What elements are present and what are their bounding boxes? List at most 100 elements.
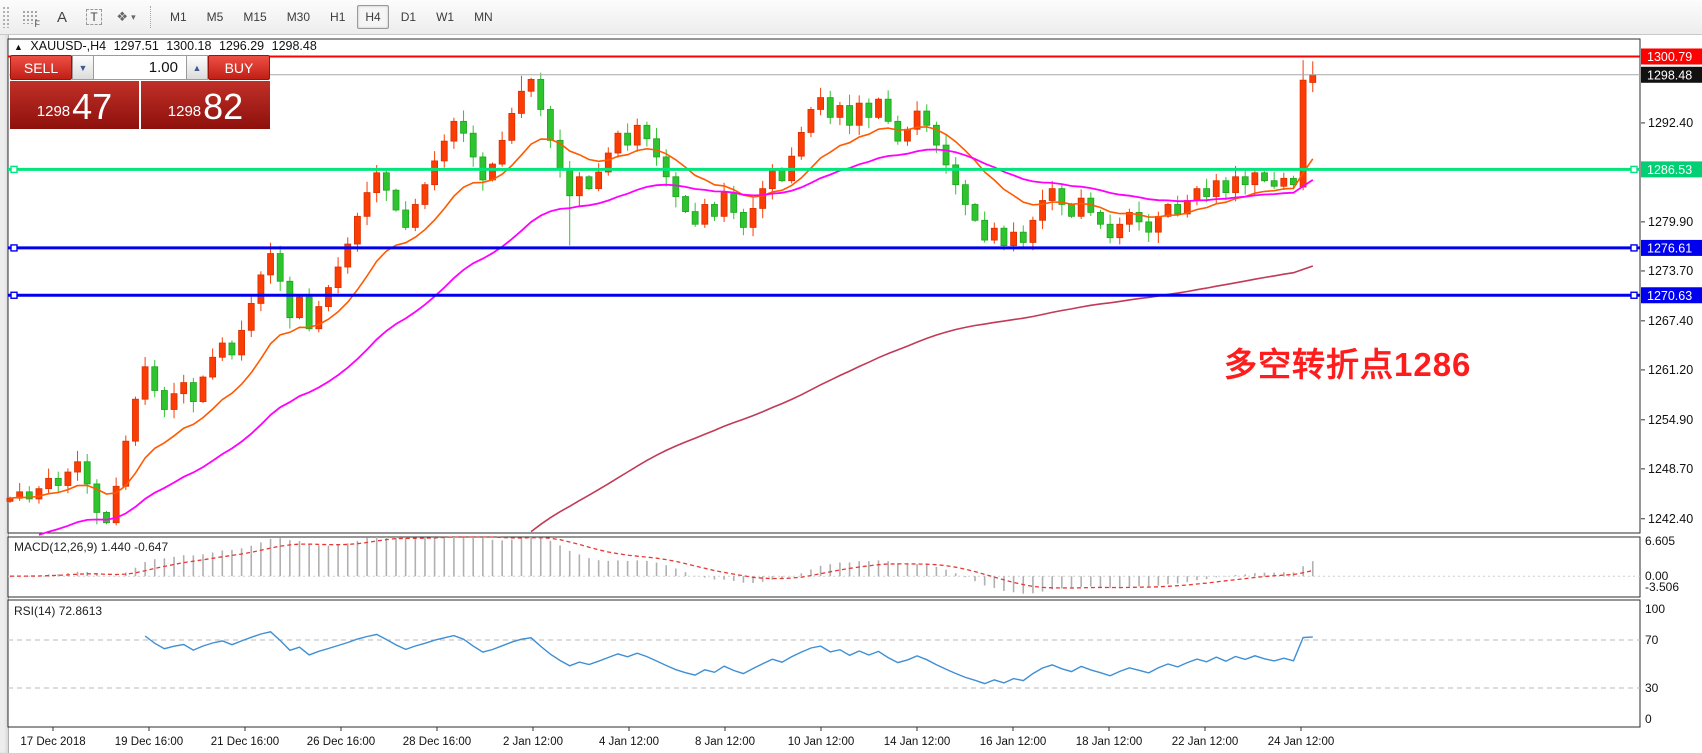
candle-body <box>1203 188 1210 197</box>
time-tick-label: 4 Jan 12:00 <box>599 736 659 748</box>
candle-body <box>334 266 342 288</box>
candle-body <box>923 110 931 126</box>
candle-body <box>1097 211 1104 225</box>
objects-icon[interactable]: ❖ ▾ <box>116 9 136 24</box>
candle-body <box>566 168 574 197</box>
volume-input[interactable]: 1.00 <box>94 55 186 80</box>
candle-body <box>913 110 921 130</box>
line-handle[interactable] <box>10 291 18 299</box>
candle-body <box>1116 223 1124 239</box>
chart-annotation[interactable]: 多空转折点1286 <box>1224 346 1472 383</box>
price-tick-label: 1292.40 <box>1648 116 1693 130</box>
time-tick-label: 16 Jan 12:00 <box>980 736 1047 748</box>
price-tick-label: 1248.70 <box>1648 462 1693 476</box>
time-tick-label: 26 Dec 16:00 <box>307 736 375 748</box>
candle-body <box>933 124 940 146</box>
time-tick-label: 10 Jan 12:00 <box>788 736 855 748</box>
sell-button[interactable]: SELL <box>10 55 72 80</box>
medium-ma <box>38 148 1314 536</box>
candle-body <box>1058 188 1066 205</box>
price-badge <box>1641 66 1702 83</box>
buy-price-display[interactable]: 1298 82 <box>141 81 270 129</box>
panel-frame-1 <box>7 536 1641 598</box>
line-handle[interactable] <box>1630 291 1638 299</box>
timeframe-h4[interactable]: H4 <box>357 5 389 29</box>
macd-signal-line <box>9 536 1313 589</box>
toolbar-drag-handle[interactable] <box>2 6 10 28</box>
price-tick-label: 1273.70 <box>1648 264 1693 278</box>
volume-decrease-button[interactable]: ▼ <box>72 55 94 80</box>
timeframe-m5[interactable]: M5 <box>206 10 224 24</box>
timeframe-group: M1 M5 M15 M30 H1 H4 D1 W1 MN <box>160 5 503 29</box>
line-handle[interactable] <box>10 165 18 174</box>
candle-body <box>74 461 81 473</box>
candle-body <box>25 491 33 500</box>
symbol-label: XAUUSD-,H4 <box>30 39 107 53</box>
candle-body <box>35 488 43 500</box>
candle-body <box>315 306 323 330</box>
candle-body <box>682 196 689 212</box>
ohlc-low: 1296.29 <box>218 39 265 53</box>
candle-body <box>865 102 873 118</box>
text-label-icon[interactable]: A <box>56 8 67 26</box>
indicator-grid-icon[interactable]: F <box>16 4 44 30</box>
candle-body <box>1039 200 1046 221</box>
time-tick-label: 18 Jan 12:00 <box>1076 736 1143 748</box>
line-handle[interactable] <box>1630 165 1638 174</box>
price-badge <box>1641 287 1702 304</box>
candle-body <box>894 120 902 142</box>
price-badge-label: 1270.63 <box>1647 289 1692 303</box>
collapse-arrow-icon[interactable]: ▲ <box>14 42 23 52</box>
candle-body <box>942 144 950 166</box>
timeframe-mn[interactable]: MN <box>474 10 493 24</box>
candle-body <box>1048 188 1056 201</box>
price-divider <box>139 81 141 129</box>
candle-body <box>643 124 651 140</box>
time-tick-label: 17 Dec 2018 <box>20 736 85 748</box>
line-handle[interactable] <box>1630 244 1638 252</box>
candle-body <box>392 189 400 211</box>
candle-body <box>325 287 332 307</box>
volume-increase-button[interactable]: ▲ <box>186 55 208 80</box>
candle-body <box>768 168 776 190</box>
candle-body <box>344 243 352 268</box>
macd-axis-label: 0.00 <box>1645 569 1669 583</box>
candle-body <box>238 329 246 356</box>
candle-body <box>1174 204 1182 215</box>
candle-body <box>286 280 294 319</box>
time-tick-label: 28 Dec 16:00 <box>403 736 471 748</box>
time-tick-label: 22 Jan 12:00 <box>1172 736 1239 748</box>
candle-body <box>1000 227 1008 247</box>
candle-body <box>1222 180 1230 193</box>
candle-body <box>971 204 979 221</box>
timeframe-m1[interactable]: M1 <box>170 10 187 24</box>
candle-body <box>228 342 236 356</box>
buy-button[interactable]: BUY <box>208 55 270 80</box>
timeframe-h1[interactable]: H1 <box>330 10 346 24</box>
sell-price-display[interactable]: 1298 47 <box>10 81 139 129</box>
candle-body <box>1280 177 1288 187</box>
ohlc-high: 1300.18 <box>166 39 212 53</box>
candle-body <box>1019 231 1027 243</box>
timeframe-d1[interactable]: D1 <box>400 10 417 24</box>
candle-body <box>170 393 178 410</box>
candle-body <box>489 163 496 181</box>
candle-body <box>411 204 419 228</box>
candle-body <box>141 366 149 400</box>
line-handle[interactable] <box>10 244 18 252</box>
timeframe-w1[interactable]: W1 <box>436 10 455 24</box>
candle-body <box>132 398 139 442</box>
text-box-icon[interactable]: T <box>80 4 108 30</box>
candle-body <box>672 176 680 197</box>
macd-main-value: 1.440 <box>100 540 131 554</box>
candle-body <box>711 204 718 217</box>
macd-signal-value: -0.647 <box>134 540 169 554</box>
price-badge <box>1641 161 1702 178</box>
candle-body <box>218 342 226 358</box>
candle-body <box>16 491 24 499</box>
timeframe-m30[interactable]: M30 <box>286 10 311 24</box>
candle-body <box>1106 223 1114 239</box>
timeframe-m15[interactable]: M15 <box>243 10 267 24</box>
price-badge-label: 1300.79 <box>1647 50 1692 64</box>
